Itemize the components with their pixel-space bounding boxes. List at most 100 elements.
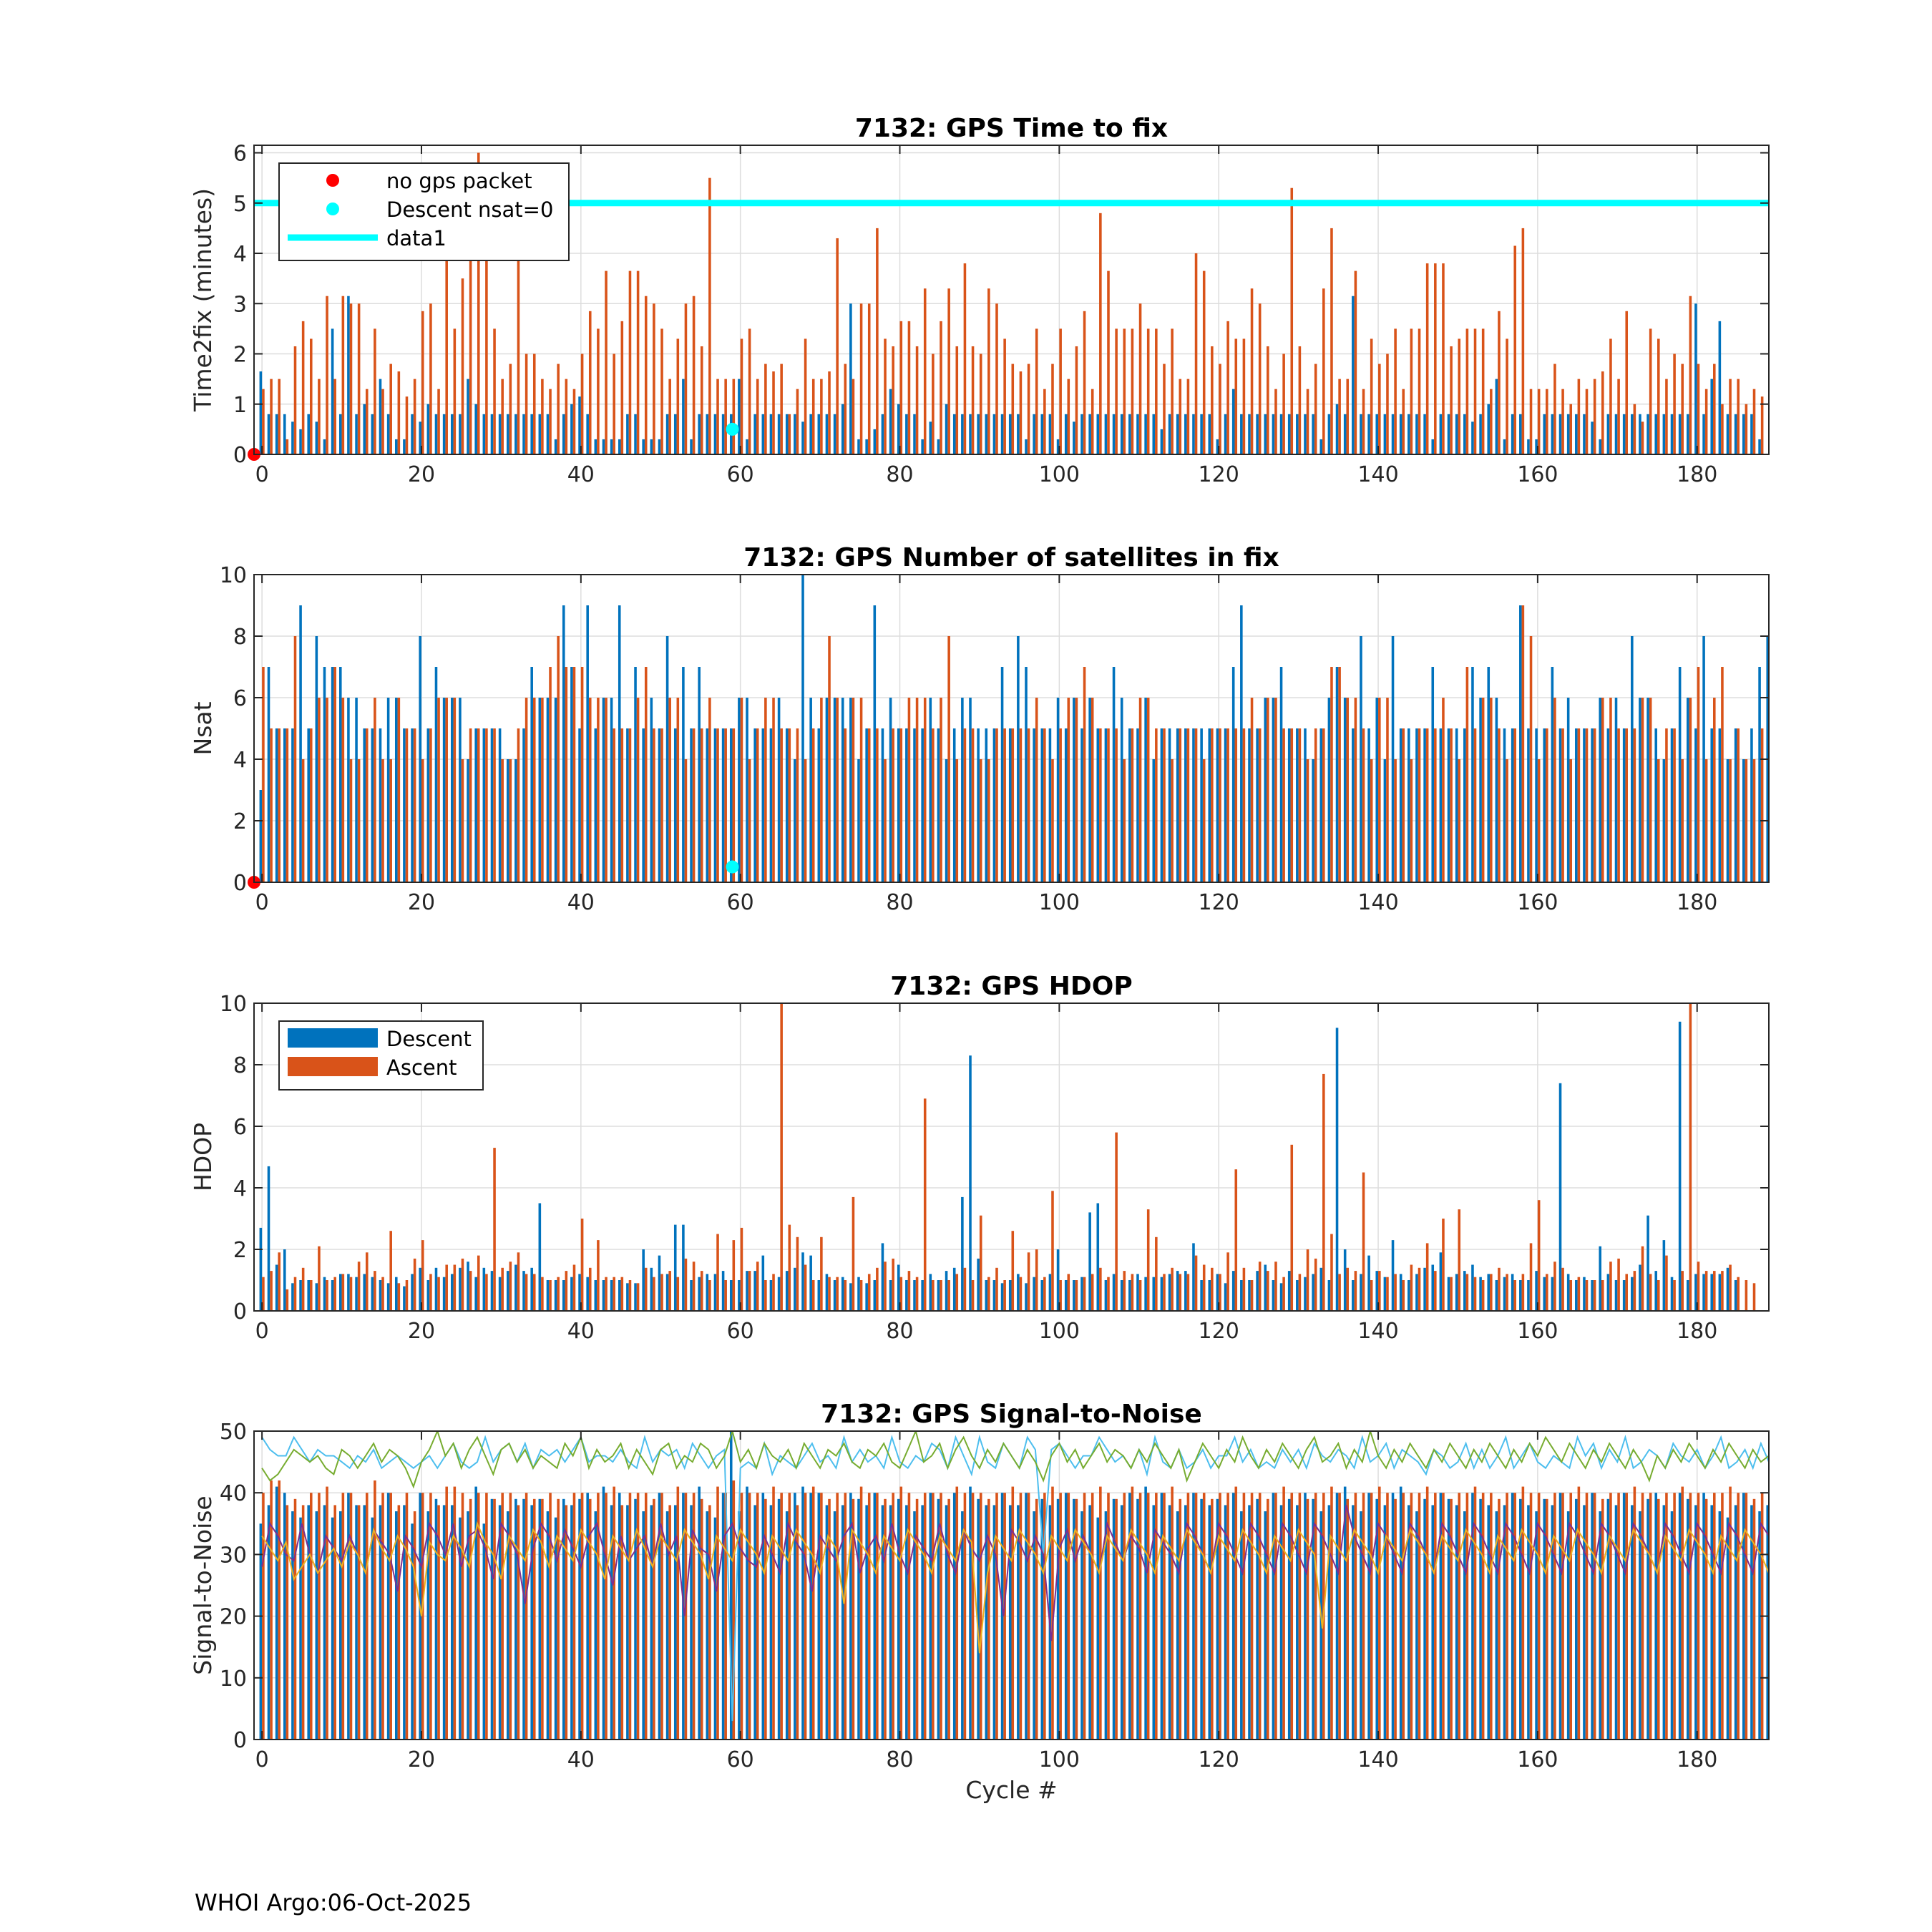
bar-descent	[331, 1517, 334, 1740]
bar-ascent	[1138, 303, 1142, 454]
bar-ascent	[1657, 1280, 1660, 1311]
bar-ascent	[445, 1264, 448, 1311]
bar-ascent	[1410, 328, 1413, 454]
bar-ascent	[1338, 667, 1341, 882]
y-tick-label: 6	[233, 142, 247, 167]
bar-ascent	[341, 1274, 345, 1311]
bar-descent	[1231, 389, 1235, 454]
bar-ascent	[532, 698, 536, 882]
bar-descent	[969, 698, 972, 882]
bar-descent	[825, 1274, 829, 1311]
bar-ascent	[429, 1493, 432, 1740]
bar-descent	[1120, 1280, 1123, 1311]
bar-descent	[1128, 414, 1131, 454]
bar-ascent	[501, 1267, 504, 1311]
bar-ascent	[445, 698, 448, 882]
bar-ascent	[979, 759, 982, 882]
bar-ascent	[1498, 728, 1501, 882]
bar-ascent	[692, 728, 696, 882]
bar-ascent	[453, 698, 457, 882]
bar-ascent	[509, 1262, 512, 1311]
bar-ascent	[1704, 1498, 1708, 1740]
bar-descent	[634, 1498, 637, 1740]
bar-descent	[1144, 1277, 1147, 1311]
bar-descent	[985, 414, 988, 454]
bar-ascent	[1553, 364, 1556, 454]
bar-ascent	[1506, 759, 1508, 882]
bar-ascent	[907, 698, 911, 882]
bar-ascent	[1704, 389, 1708, 454]
bar-descent	[267, 1505, 270, 1740]
bar-ascent	[676, 1486, 680, 1740]
bar-descent	[386, 414, 390, 454]
bar-ascent	[1609, 698, 1612, 882]
bar-ascent	[580, 353, 584, 454]
bar-descent	[706, 1511, 709, 1740]
bar-descent	[706, 728, 709, 882]
bar-descent	[1000, 1493, 1004, 1740]
bar-descent	[682, 1493, 685, 1740]
bar-descent	[490, 1271, 494, 1311]
bar-descent	[1224, 1283, 1227, 1311]
bar-descent	[969, 414, 972, 454]
bar-descent	[881, 728, 884, 882]
bar-descent	[610, 1280, 613, 1311]
bar-ascent	[525, 698, 528, 882]
bar-descent	[459, 1517, 462, 1740]
bar-ascent	[1211, 346, 1214, 454]
bar-ascent	[932, 728, 935, 882]
bar-ascent	[764, 1498, 767, 1740]
bar-ascent	[469, 203, 472, 454]
bar-ascent	[613, 353, 615, 454]
bar-ascent	[1585, 1493, 1589, 1740]
bar-descent	[1758, 439, 1761, 454]
bar-descent	[841, 698, 844, 882]
bar-ascent	[374, 1271, 376, 1311]
bar-descent	[426, 728, 430, 882]
bar-ascent	[461, 1493, 464, 1740]
bar-descent	[1391, 414, 1395, 454]
bar-descent	[482, 1267, 486, 1311]
bar-descent	[1343, 1249, 1347, 1311]
bar-ascent	[326, 1280, 328, 1311]
bar-descent	[785, 414, 789, 454]
bar-ascent	[1314, 728, 1317, 882]
bar-ascent	[1083, 1493, 1086, 1740]
bar-descent	[307, 1280, 310, 1311]
bar-descent	[1104, 1511, 1108, 1740]
bar-descent	[434, 1267, 438, 1311]
bar-descent	[1702, 1493, 1705, 1740]
bar-descent	[1319, 728, 1323, 882]
bar-ascent	[572, 1493, 576, 1740]
y-axis-label: Nsat	[189, 701, 217, 755]
bar-ascent	[915, 346, 919, 454]
bar-ascent	[963, 728, 967, 882]
bar-ascent	[1354, 1271, 1357, 1311]
bar-ascent	[955, 346, 959, 454]
bar-ascent	[1458, 1493, 1461, 1740]
x-tick-label: 120	[1199, 462, 1239, 487]
bar-ascent	[1561, 1493, 1564, 1740]
bar-descent	[498, 1277, 502, 1311]
bar-descent	[1296, 1280, 1299, 1311]
bar-ascent	[1704, 1271, 1708, 1311]
bar-ascent	[549, 1280, 552, 1311]
bar-ascent	[1681, 1486, 1684, 1740]
bar-ascent	[876, 1493, 879, 1740]
x-tick-label: 100	[1039, 1319, 1080, 1344]
bar-descent	[1152, 1277, 1156, 1311]
bar-descent	[1248, 1280, 1251, 1311]
bar-ascent	[437, 389, 440, 454]
bar-ascent	[740, 1493, 743, 1740]
bar-descent	[1479, 698, 1482, 882]
bar-descent	[578, 1274, 581, 1311]
bar-descent	[977, 414, 980, 454]
bar-descent	[1352, 296, 1355, 454]
bar-ascent	[1665, 379, 1668, 454]
bar-ascent	[1593, 728, 1596, 882]
bar-ascent	[1258, 1493, 1262, 1740]
bar-ascent	[1027, 364, 1030, 454]
bar-descent	[841, 1277, 844, 1311]
bar-ascent	[1186, 728, 1190, 882]
